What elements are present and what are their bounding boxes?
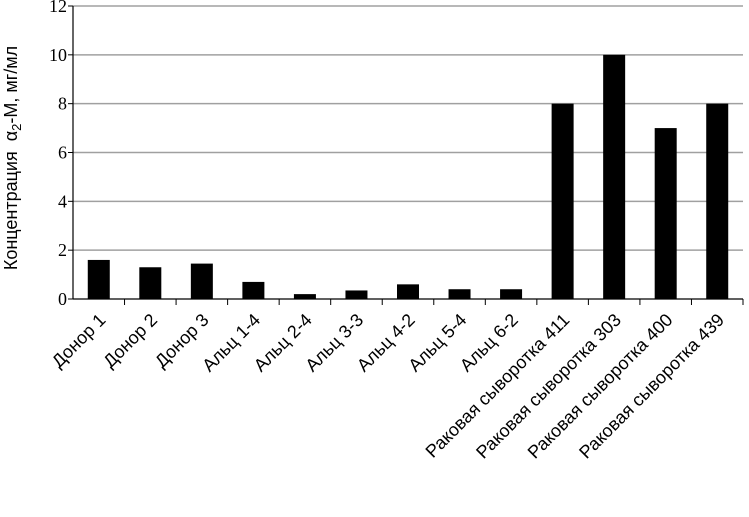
y-tick-label: 12 [49,0,67,16]
y-tick-label: 2 [58,240,67,260]
bar [706,103,729,300]
bar [345,290,368,299]
y-tick-label: 0 [58,289,67,309]
gridlines [73,5,743,251]
bar [500,289,523,299]
bar [654,128,677,299]
y-tick-label: 8 [58,94,67,114]
bar [190,263,213,299]
bar [139,267,162,299]
bar [87,259,110,299]
bar [551,103,574,300]
bars [87,54,729,300]
y-axis-label: Концентрация α2-М, мг/мл [1,46,24,270]
bar [603,54,626,300]
x-tick-label: Донор 1 [48,310,110,372]
y-tick-label: 6 [58,143,67,163]
bar [448,289,471,299]
y-tick-label: 10 [49,45,67,65]
bar [293,294,316,299]
bar [242,281,265,299]
axes [68,5,744,305]
y-tick-labels: 0 2 4 6 8 10 12 [49,0,67,309]
bar [397,284,419,299]
x-tick-label: Донор 2 [99,310,161,372]
y-tick-label: 4 [58,191,67,211]
